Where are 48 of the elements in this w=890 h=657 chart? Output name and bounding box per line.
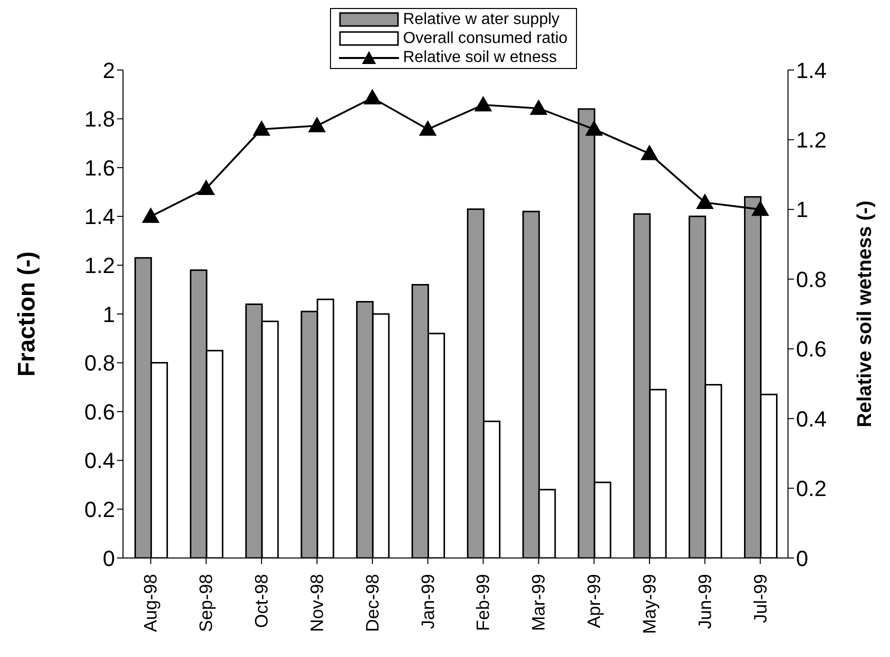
y2-tick-label: 0.4	[796, 406, 827, 432]
y-tick-label: 0.4	[84, 448, 115, 474]
point	[752, 200, 769, 216]
point	[640, 145, 658, 160]
y2-tick-label: 0.6	[796, 336, 827, 362]
y2-tick-label: 0.8	[796, 266, 827, 292]
y-tick-label: 2	[102, 58, 115, 83]
x-tick-label: Dec-98	[362, 574, 382, 632]
point	[198, 180, 215, 196]
y-tick-label: 1.8	[84, 106, 115, 132]
y-tick-label: 0.2	[84, 497, 115, 522]
legend-label: Relative soil w etness	[403, 48, 557, 67]
y2-tick-label: 1.2	[796, 128, 827, 153]
x-tick-label: Oct-98	[252, 574, 272, 628]
x-tick-label: Apr-99	[584, 574, 604, 628]
point	[586, 120, 603, 136]
y2-tick-label: 1.4	[796, 58, 827, 83]
x-tick-label: Sep-98	[196, 574, 216, 632]
y2-tick-label: 1	[796, 197, 808, 222]
x-tick-label: Jul-99	[750, 574, 770, 624]
y-tick-label: 1.2	[84, 253, 115, 278]
x-tick-label: Jan-99	[418, 574, 438, 630]
point	[474, 96, 492, 112]
point	[419, 120, 436, 136]
x-tick-label: Nov-98	[306, 574, 327, 632]
y2-axis-title: Relative soil wetness (-)	[854, 200, 876, 428]
x-tick-label: Feb-99	[473, 574, 494, 632]
y-tick-label: 0.8	[84, 350, 115, 376]
y-tick-label: 0	[102, 546, 115, 571]
y-tick-label: 1.6	[84, 155, 115, 180]
x-tick-label: Mar-99	[528, 574, 549, 632]
x-tick-label: May-99	[639, 574, 660, 634]
y2-tick-label: 0	[796, 546, 808, 571]
y-tick-label: 1	[102, 302, 115, 327]
x-tick-label: Aug-98	[140, 574, 161, 632]
point	[308, 117, 326, 132]
point	[696, 194, 714, 209]
y-tick-label: 0.6	[84, 399, 115, 424]
point	[530, 100, 548, 115]
point	[142, 208, 160, 223]
y-tick-label: 1.4	[84, 204, 115, 230]
point	[364, 89, 381, 104]
y-axis-title: Fraction (-)	[14, 251, 41, 377]
x-tick-label: Jun-99	[694, 574, 715, 630]
legend-label: Relative w ater supply	[403, 10, 560, 29]
y2-tick-label: 0.2	[796, 476, 827, 502]
point	[253, 120, 270, 136]
legend-label: Overall consumed ratio	[403, 29, 568, 48]
